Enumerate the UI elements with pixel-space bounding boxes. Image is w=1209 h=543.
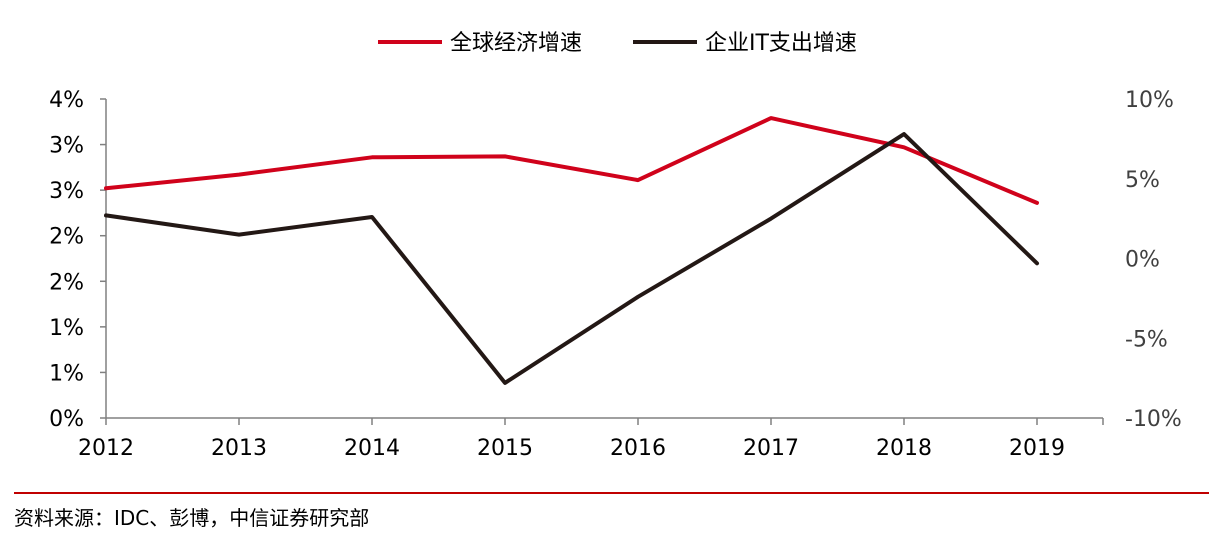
x-tick-label: 2015 <box>477 436 533 461</box>
source-divider <box>14 492 1209 494</box>
series-line-2 <box>104 132 1039 385</box>
left-tick-label: 3% <box>49 179 84 204</box>
right-tick-label: 10% <box>1125 88 1174 113</box>
x-tick-label: 2019 <box>1009 436 1065 461</box>
right-axis-ticks: -10% -5% 0% 5% 10% <box>1125 88 1182 432</box>
chart: 全球经济增速 企业IT支出增速 0% 1% 1% 2% 2% 3% 3% 4% -10% -5% 0… <box>49 31 1182 461</box>
left-tick-label: 0% <box>49 407 84 432</box>
x-tick-label: 2018 <box>876 436 932 461</box>
x-axis-ticks: 2012 2013 2014 2015 2016 2017 2018 2019 <box>78 418 1104 461</box>
x-tick-label: 2016 <box>610 436 666 461</box>
source-note: 资料来源：IDC、彭博，中信证券研究部 <box>14 506 370 530</box>
right-tick-label: -10% <box>1125 407 1182 432</box>
legend-label-1: 全球经济增速 <box>450 31 582 56</box>
x-tick-label: 2013 <box>211 436 267 461</box>
legend-label-2: 企业IT支出增速 <box>705 31 857 56</box>
left-tick-label: 2% <box>49 225 84 250</box>
series-line-1 <box>104 116 1039 205</box>
left-tick-label: 2% <box>49 270 84 295</box>
series-lines <box>104 116 1039 385</box>
left-tick-label: 4% <box>49 88 84 113</box>
right-tick-label: -5% <box>1125 327 1168 352</box>
right-tick-label: 0% <box>1125 248 1160 273</box>
x-tick-label: 2014 <box>344 436 400 461</box>
axes <box>105 99 1103 419</box>
x-tick-label: 2017 <box>743 436 799 461</box>
left-tick-label: 1% <box>49 316 84 341</box>
left-tick-label: 3% <box>49 134 84 159</box>
legend: 全球经济增速 企业IT支出增速 <box>378 31 857 56</box>
left-axis-ticks: 0% 1% 1% 2% 2% 3% 3% 4% <box>49 88 106 432</box>
left-tick-label: 1% <box>49 361 84 386</box>
x-tick-label: 2012 <box>78 436 134 461</box>
right-tick-label: 5% <box>1125 168 1160 193</box>
